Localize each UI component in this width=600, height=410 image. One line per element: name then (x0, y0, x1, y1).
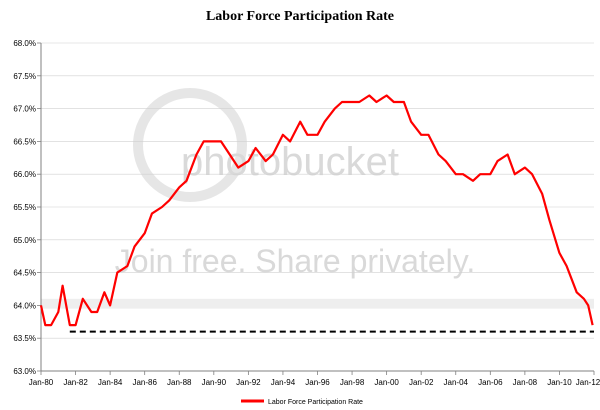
x-tick-label: Jan-12 (576, 378, 600, 387)
watermark-tagline: Join free. Share privately. (115, 243, 475, 279)
y-tick-label: 66.0% (13, 170, 36, 179)
x-tick-label: Jan-08 (513, 378, 538, 387)
x-tick-label: Jan-90 (202, 378, 227, 387)
x-tick-label: Jan-06 (478, 378, 503, 387)
y-tick-label: 66.5% (13, 137, 36, 146)
x-tick-label: Jan-92 (236, 378, 261, 387)
x-tick-label: Jan-04 (444, 378, 469, 387)
y-tick-label: 63.5% (13, 334, 36, 343)
y-tick-label: 63.0% (13, 367, 36, 376)
x-tick-label: Jan-88 (167, 378, 192, 387)
x-tick-label: Jan-10 (547, 378, 572, 387)
y-tick-label: 64.0% (13, 301, 36, 310)
x-tick-label: Jan-00 (374, 378, 399, 387)
chart-title: Labor Force Participation Rate (206, 9, 394, 24)
legend-label: Labor Force Participation Rate (268, 399, 363, 406)
x-tick-label: Jan-80 (29, 378, 54, 387)
watermark-logo-ring (133, 88, 247, 202)
y-tick-label: 68.0% (13, 39, 36, 48)
watermark-brand: photobucket (181, 140, 399, 184)
x-tick-label: Jan-86 (132, 378, 157, 387)
y-tick-label: 65.5% (13, 203, 36, 212)
x-tick-label: Jan-84 (98, 378, 123, 387)
legend: Labor Force Participation Rate (241, 399, 363, 406)
x-tick-label: Jan-02 (409, 378, 434, 387)
reference-band (41, 298, 594, 309)
y-tick-label: 65.0% (13, 236, 36, 245)
x-tick-label: Jan-94 (271, 378, 296, 387)
x-tick-label: Jan-96 (305, 378, 330, 387)
highlight-band (41, 298, 594, 309)
y-tick-label: 64.5% (13, 269, 36, 278)
series-group (39, 94, 594, 327)
series-line (39, 94, 594, 327)
y-tick-label: 67.0% (13, 105, 36, 114)
x-axis-ticks: Jan-80 Jan-82 Jan-84 Jan-86 Jan-88 Jan-90 Jan-… (29, 371, 600, 387)
y-tick-label: 67.5% (13, 72, 36, 81)
y-axis-ticks: 63.0% 63.5% 64.0% 64.5% 65.0% 65.5% 66.0% 66.5%… (13, 39, 41, 376)
x-tick-label: Jan-82 (63, 378, 88, 387)
x-tick-label: Jan-98 (340, 378, 365, 387)
watermark: photobucket Join free. Share privately. (115, 88, 475, 279)
gridlines (41, 42, 594, 339)
